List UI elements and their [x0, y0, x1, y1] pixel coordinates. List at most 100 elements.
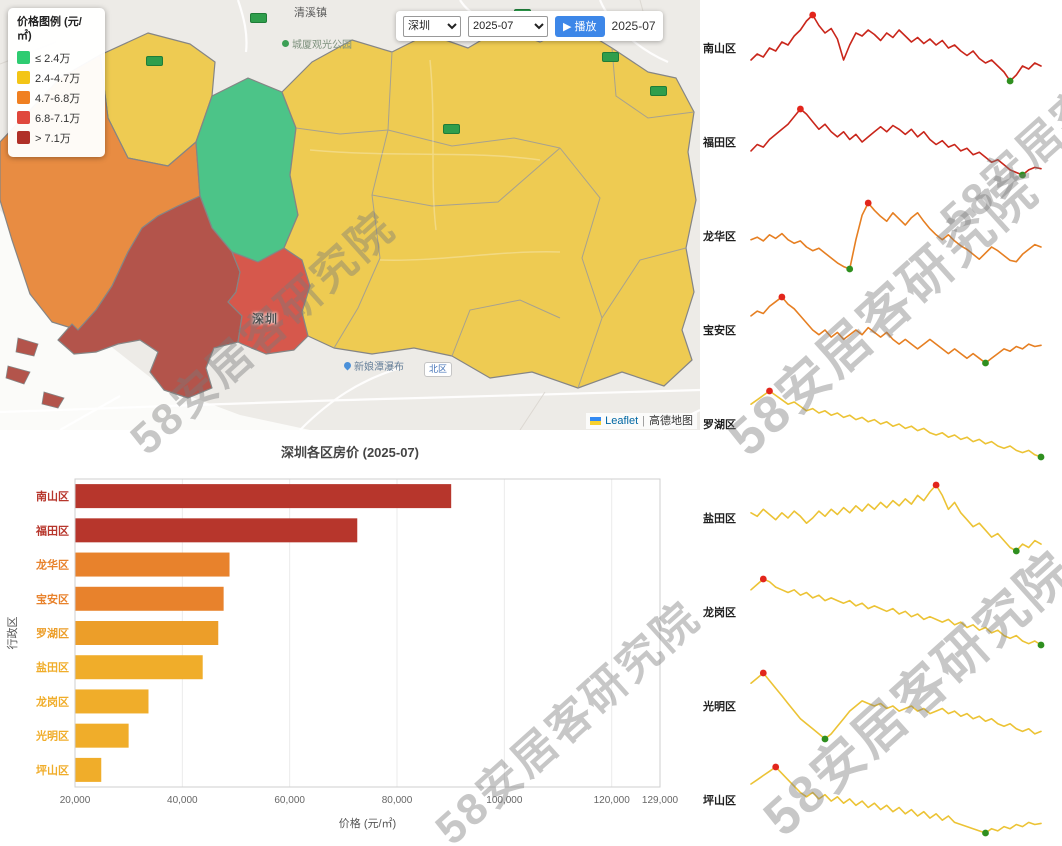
- y-category-label: 宝安区: [36, 592, 69, 606]
- route-badge: [602, 52, 619, 62]
- trend-line: [750, 296, 1042, 364]
- max-marker: [932, 481, 940, 489]
- trend-district-label: 光明区: [703, 701, 736, 713]
- y-category-label: 南山区: [36, 489, 69, 503]
- x-tick-label: 100,000: [486, 795, 523, 806]
- legend-row: ≤ 2.4万: [17, 50, 96, 66]
- map-islands: [5, 337, 65, 409]
- route-badge: [443, 124, 460, 134]
- min-marker: [1037, 641, 1045, 649]
- sea: [0, 210, 310, 430]
- trend-line: [750, 766, 1042, 834]
- min-marker: [982, 829, 989, 837]
- x-axis-title: 价格 (元/㎡): [339, 816, 396, 830]
- y-category-label: 龙华区: [35, 558, 69, 572]
- legend-label: 4.7-6.8万: [35, 92, 81, 105]
- legend-label: 6.8-7.1万: [35, 112, 81, 125]
- min-marker: [982, 359, 989, 367]
- legend-swatch: [17, 111, 30, 125]
- y-category-label: 光明区: [35, 729, 69, 743]
- play-button[interactable]: ▶ 播放: [555, 15, 605, 37]
- trend-row-宝安区: 宝安区: [700, 283, 1062, 377]
- trend-row-光明区: 光明区: [700, 659, 1062, 753]
- legend-label: > 7.1万: [35, 132, 71, 145]
- bar-光明区[interactable]: [75, 723, 129, 748]
- current-month-label: 2025-07: [611, 19, 656, 33]
- bar-福田区[interactable]: [75, 518, 358, 543]
- legend-rows: ≤ 2.4万 2.4-4.7万 4.7-6.8万 6.8-7.1万 > 7.1万: [17, 50, 96, 146]
- month-select[interactable]: 2025-07: [468, 15, 548, 37]
- bar-chart-title: 深圳各区房价 (2025-07): [281, 445, 419, 460]
- trend-district-label: 南山区: [703, 43, 736, 55]
- trend-sparkline: [750, 293, 1042, 367]
- waterfall-label: 新娘潭瀑布: [354, 362, 404, 373]
- trend-row-福田区: 福田区: [700, 95, 1062, 189]
- bar-龙岗区[interactable]: [75, 689, 149, 714]
- x-tick-label: 129,000: [642, 795, 679, 806]
- city-select[interactable]: 深圳: [403, 15, 461, 37]
- max-marker: [797, 105, 804, 113]
- roads-over-land: [309, 59, 561, 261]
- trend-row-罗湖区: 罗湖区: [700, 377, 1062, 471]
- bar-罗湖区[interactable]: [75, 621, 219, 645]
- district-borders: [295, 47, 695, 389]
- route-badge: [146, 56, 163, 66]
- legend-swatch: [17, 51, 30, 65]
- bar-坪山区[interactable]: [75, 757, 102, 782]
- leaflet-flag-icon: [590, 417, 602, 425]
- bar-盐田区[interactable]: [75, 655, 203, 680]
- bar-宝安区[interactable]: [75, 586, 224, 611]
- map-label-city: 深圳: [252, 312, 279, 326]
- x-tick-label: 80,000: [382, 795, 413, 806]
- y-category-label: 坪山区: [36, 763, 69, 777]
- min-marker: [1012, 547, 1020, 555]
- y-axis-title: 行政区: [5, 617, 19, 650]
- leaflet-link[interactable]: Leaflet: [605, 415, 639, 427]
- map-district-east-yellow[interactable]: [281, 25, 697, 389]
- bar-chart-panel: 深圳各区房价 (2025-07) 20,000 40,000 60,000 80,00…: [0, 430, 700, 846]
- map-district-south-red[interactable]: [227, 247, 311, 355]
- trend-sparkline: [750, 575, 1045, 649]
- max-marker: [766, 387, 773, 395]
- x-tick-label: 40,000: [167, 795, 198, 806]
- plot-border: [74, 478, 661, 788]
- tiles-attribution: 高德地图: [649, 415, 693, 427]
- map-district-southwest-darkred[interactable]: [57, 195, 243, 399]
- legend-row: 4.7-6.8万: [17, 90, 96, 106]
- trend-row-龙岗区: 龙岗区: [700, 565, 1062, 659]
- bar-南山区[interactable]: [75, 484, 452, 509]
- map-station-pill: 北区: [424, 362, 453, 377]
- max-marker: [759, 575, 767, 583]
- max-marker: [772, 763, 780, 771]
- min-marker: [1037, 453, 1045, 461]
- y-category-label: 罗湖区: [36, 626, 69, 640]
- map-legend: 价格图例 (元/㎡) ≤ 2.4万 2.4-4.7万 4.7-6.8万 6.8-7.1…: [8, 8, 105, 157]
- route-badge: [650, 86, 667, 96]
- trend-line: [750, 390, 1042, 458]
- trend-district-label: 福田区: [703, 137, 736, 149]
- map-panel: 清溪镇 城厦观光公园 深圳 北区 新娘潭瀑布 价格图例 (元/㎡) ≤ 2.4万…: [0, 0, 700, 430]
- trend-row-盐田区: 盐田区: [700, 471, 1062, 565]
- y-category-label: 福田区: [35, 523, 69, 537]
- legend-swatch: [17, 131, 30, 145]
- trend-sparkline: [750, 387, 1045, 461]
- waterfall-icon: [342, 360, 353, 371]
- trend-line: [750, 484, 1042, 552]
- min-marker: [821, 735, 829, 743]
- legend-row: 2.4-4.7万: [17, 70, 96, 86]
- trend-sparkline: [750, 199, 1042, 273]
- route-badge: [250, 13, 267, 23]
- trend-district-label: 龙岗区: [703, 607, 736, 619]
- map-label-park: 城厦观光公园: [282, 36, 352, 51]
- trend-row-坪山区: 坪山区: [700, 753, 1062, 846]
- bar-龙华区[interactable]: [75, 552, 230, 577]
- trend-line: [750, 672, 1042, 740]
- park-icon: [282, 40, 289, 47]
- trend-sparkline: [750, 11, 1042, 85]
- min-marker: [846, 265, 854, 273]
- trend-sparkline: [750, 669, 1042, 743]
- trend-row-龙华区: 龙华区: [700, 189, 1062, 283]
- map-attribution: Leaflet | 高德地图: [586, 413, 697, 429]
- trend-row-南山区: 南山区: [700, 1, 1062, 95]
